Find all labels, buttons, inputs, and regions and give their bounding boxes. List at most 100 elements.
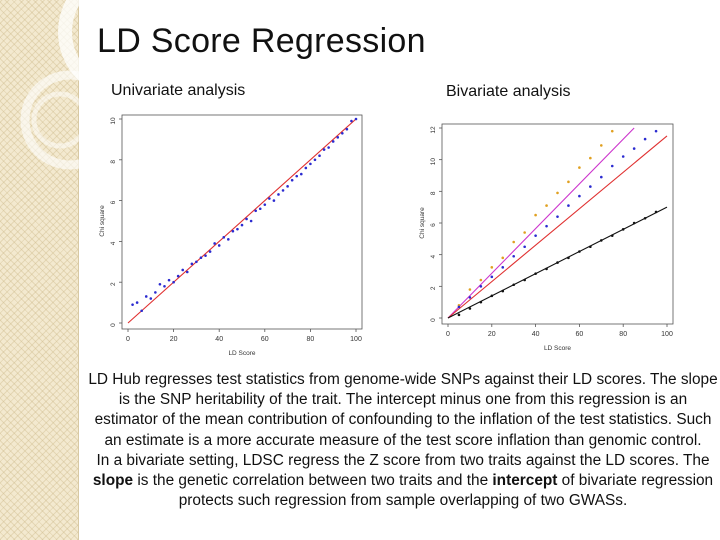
data-point-cross-trait	[654, 210, 658, 214]
data-point-SNPs	[213, 242, 216, 245]
data-point-SNPs	[327, 146, 330, 149]
y-tick-label: 4	[430, 254, 437, 258]
plot-frame	[441, 123, 674, 325]
data-point-trait-A	[556, 191, 559, 195]
data-point-SNPs	[149, 297, 153, 300]
data-point-trait-B	[567, 204, 570, 207]
data-point-SNPs	[254, 209, 257, 213]
y-tick-label: 2	[430, 286, 437, 290]
data-point-SNPs	[304, 166, 308, 170]
data-point-cross-trait	[479, 300, 483, 304]
data-point-SNPs	[336, 136, 340, 139]
data-point-trait-A	[589, 156, 592, 160]
x-tick-label: 100	[350, 336, 362, 343]
data-point-SNPs	[318, 154, 321, 158]
regression-line	[447, 135, 668, 319]
y-tick-label: 12	[430, 126, 437, 134]
data-point-cross-trait	[632, 221, 636, 225]
data-point-trait-A	[534, 213, 537, 217]
x-axis-label: LD Score	[228, 350, 255, 357]
data-point-SNPs	[245, 217, 248, 221]
y-tick-label: 4	[110, 241, 117, 245]
y-tick-label: 6	[430, 223, 437, 227]
data-point-SNPs	[322, 148, 326, 151]
p2-part-b: is the genetic correlation between two t…	[133, 472, 493, 490]
data-point-cross-trait	[621, 228, 625, 231]
data-point-trait-B	[468, 296, 472, 299]
data-point-trait-B	[512, 254, 515, 258]
data-point-trait-A	[512, 240, 515, 244]
data-point-trait-B	[534, 234, 537, 237]
data-point-trait-A	[578, 166, 581, 169]
data-point-SNPs	[313, 158, 317, 162]
y-tick-label: 0	[110, 323, 117, 327]
x-tick-label: 0	[446, 331, 450, 338]
data-point-SNPs	[131, 303, 134, 306]
data-point-trait-B	[610, 164, 614, 168]
data-point-SNPs	[295, 174, 299, 178]
y-tick-label: 10	[430, 158, 437, 166]
data-point-trait-A	[600, 144, 603, 147]
data-point-SNPs	[281, 189, 285, 192]
x-tick-label: 40	[215, 336, 223, 343]
data-point-SNPs	[249, 219, 253, 223]
data-point-SNPs	[341, 131, 344, 135]
data-point-SNPs	[231, 229, 235, 233]
x-tick-label: 40	[532, 331, 540, 338]
y-tick-label: 0	[430, 318, 437, 322]
y-tick-label: 8	[430, 191, 437, 195]
y-axis-label: Chi square	[99, 205, 106, 237]
data-point-SNPs	[167, 278, 171, 282]
plot-frame	[121, 114, 363, 330]
data-point-cross-trait	[643, 216, 647, 220]
data-point-SNPs	[158, 282, 162, 286]
p2-part-c: of bivariate regression protects such re…	[178, 472, 714, 510]
data-point-cross-trait	[468, 307, 472, 310]
data-point-trait-A	[610, 129, 614, 133]
data-point-cross-trait	[534, 272, 537, 275]
data-point-cross-trait	[512, 283, 515, 287]
data-point-trait-A	[567, 180, 570, 184]
paragraph-ld-hub: LD Hub regresses test statistics from ge…	[88, 371, 718, 449]
data-point-cross-trait	[589, 245, 592, 249]
data-point-cross-trait	[567, 256, 570, 260]
slide-title: LD Score Regression	[97, 22, 426, 60]
data-point-trait-B	[621, 155, 625, 158]
p2-part-a: In a bivariate setting, LDSC regress the…	[96, 451, 710, 469]
slope-term: slope	[92, 472, 134, 490]
data-point-trait-B	[643, 137, 647, 141]
slide-body: LD Hub regresses test statistics from ge…	[88, 370, 718, 511]
data-point-SNPs	[176, 274, 180, 278]
x-tick-label: 80	[619, 331, 627, 338]
data-point-SNPs	[272, 199, 276, 202]
y-tick-label: 2	[110, 282, 117, 286]
data-point-SNPs	[181, 268, 185, 272]
data-point-trait-B	[589, 185, 592, 188]
bivariate-subtitle: Bivariate analysis	[446, 83, 571, 100]
data-point-SNPs	[135, 301, 139, 304]
data-point-cross-trait	[600, 239, 603, 242]
regression-line	[127, 118, 357, 324]
data-point-cross-trait	[556, 261, 559, 264]
data-point-trait-A	[545, 204, 548, 207]
data-point-trait-A	[479, 278, 483, 282]
data-point-SNPs	[350, 119, 353, 123]
x-tick-label: 0	[126, 336, 130, 343]
paragraph-bivariate: In a bivariate setting, LDSC regress the…	[88, 451, 718, 512]
data-point-SNPs	[258, 207, 262, 211]
data-point-SNPs	[227, 238, 230, 241]
data-point-SNPs	[268, 197, 271, 200]
x-tick-label: 80	[307, 336, 315, 343]
data-point-SNPs	[199, 256, 203, 260]
data-point-cross-trait	[523, 278, 526, 282]
data-point-cross-trait	[610, 234, 614, 237]
data-point-SNPs	[240, 223, 244, 227]
data-point-SNPs	[345, 127, 349, 131]
data-point-trait-B	[523, 245, 526, 249]
x-tick-label: 100	[661, 331, 673, 338]
data-point-SNPs	[172, 280, 175, 284]
data-point-trait-A	[468, 288, 472, 291]
data-point-trait-A	[501, 256, 505, 260]
univariate-subtitle: Univariate analysis	[111, 82, 246, 99]
data-point-trait-A	[490, 266, 494, 269]
